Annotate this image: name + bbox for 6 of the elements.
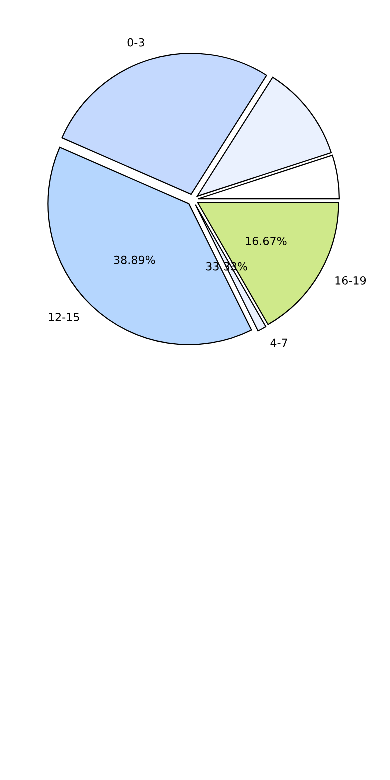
slice-label: 16-19 [336, 276, 366, 285]
data-label: 38.89% [114, 256, 156, 264]
slice-label: 0-3 [128, 38, 144, 47]
slice-label: 4-7 [270, 338, 288, 348]
slice-label: 12-15 [49, 313, 80, 322]
data-label: 16.67% [246, 237, 287, 246]
